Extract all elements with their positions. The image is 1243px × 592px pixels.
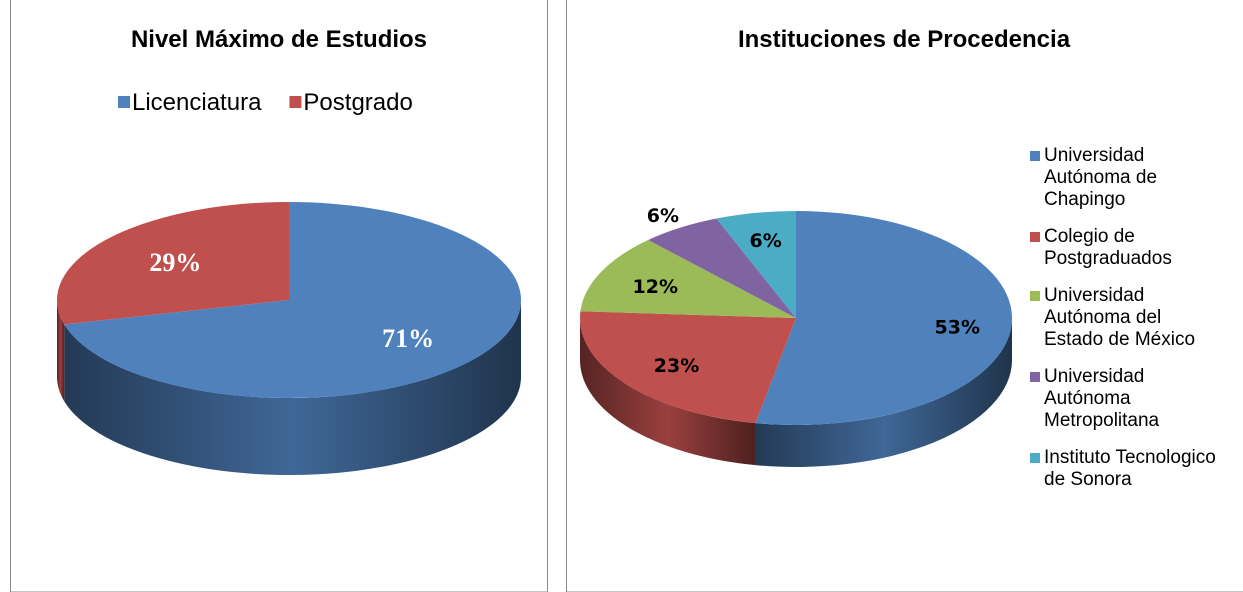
legend-label: Universidad Autónoma del Estado de Méxic… bbox=[1044, 285, 1196, 350]
legend-swatch bbox=[1030, 291, 1040, 301]
data-label: 29% bbox=[149, 248, 201, 277]
data-label: 12% bbox=[633, 276, 678, 298]
chart-title: Instituciones de Procedencia bbox=[738, 26, 1071, 53]
legend-item: Universidad Autónoma de Chapingo bbox=[1030, 145, 1220, 211]
pie-slice bbox=[716, 211, 796, 318]
pie-side bbox=[64, 300, 522, 475]
data-label: 6% bbox=[750, 230, 782, 252]
data-label: 23% bbox=[654, 355, 699, 377]
panel-border bbox=[566, 0, 1243, 592]
legend-swatch bbox=[118, 96, 130, 108]
pie-side bbox=[755, 318, 1012, 467]
pie-slice bbox=[580, 311, 796, 424]
legend-label: Colegio de Postgraduados bbox=[1044, 226, 1172, 269]
legend-item: Instituto Tecnologico de Sonora bbox=[1030, 447, 1220, 491]
legend-label: Licenciatura bbox=[132, 89, 262, 116]
legend-label: Postgrado bbox=[303, 89, 412, 116]
legend-swatch bbox=[289, 96, 302, 108]
pie-slice bbox=[580, 240, 796, 318]
legend-swatch bbox=[1030, 232, 1040, 242]
legend-swatch bbox=[1030, 151, 1040, 161]
pie-slice bbox=[755, 211, 1013, 426]
pie-side bbox=[57, 300, 65, 402]
legend-label: Instituto Tecnologico de Sonora bbox=[1044, 447, 1216, 490]
panel-border bbox=[10, 0, 548, 592]
legend-item: Universidad Autónoma Metropolitana bbox=[1030, 366, 1220, 432]
pie-slice bbox=[64, 202, 522, 398]
data-label: 6% bbox=[647, 205, 679, 227]
pie-side bbox=[580, 318, 756, 466]
legend-item: Universidad Autónoma del Estado de Méxic… bbox=[1030, 285, 1220, 351]
data-label: 71% bbox=[382, 324, 434, 353]
pie-slice bbox=[648, 218, 796, 318]
legend-label: Universidad Autónoma Metropolitana bbox=[1044, 366, 1160, 431]
legend: Universidad Autónoma de Chapingo Colegio … bbox=[1030, 145, 1220, 506]
pie-slice bbox=[56, 202, 289, 325]
chart-title: Nivel Máximo de Estudios bbox=[131, 26, 427, 53]
legend-item: Colegio de Postgraduados bbox=[1030, 226, 1220, 270]
legend-label: Universidad Autónoma de Chapingo bbox=[1044, 145, 1158, 210]
data-label: 53% bbox=[935, 317, 980, 339]
legend-swatch bbox=[1030, 453, 1040, 463]
legend-swatch bbox=[1030, 372, 1040, 382]
